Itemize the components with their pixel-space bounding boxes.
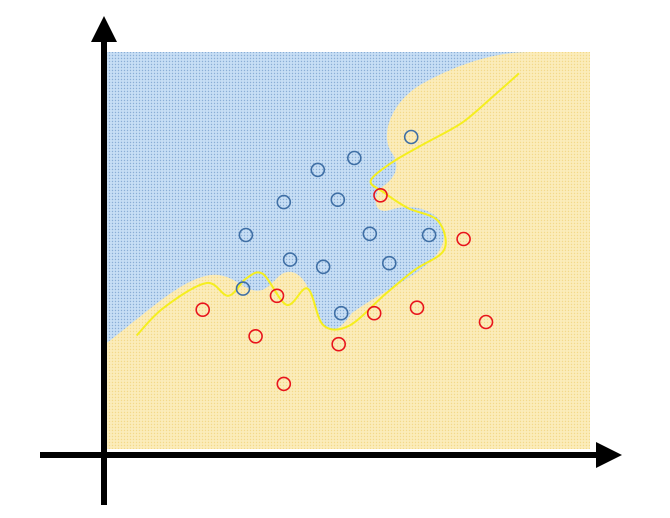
blue-data-point-13 (333, 305, 349, 321)
blue-data-point-9 (282, 252, 298, 267)
blue-data-point-8 (421, 227, 437, 243)
red-data-point-3 (269, 288, 285, 304)
x-axis-arrowhead (596, 442, 622, 468)
blue-data-point-2 (310, 162, 326, 178)
blue-data-point-7 (362, 226, 378, 242)
red-data-point-6 (409, 300, 425, 316)
blue-data-point-3 (346, 150, 362, 166)
red-data-point-7 (478, 314, 494, 330)
red-data-point-9 (331, 336, 347, 352)
blue-data-point-6 (238, 227, 254, 243)
red-data-point-2 (456, 231, 471, 247)
red-data-point-4 (195, 302, 210, 318)
blue-data-point-12 (235, 281, 251, 296)
blue-data-point-4 (276, 194, 292, 210)
blue-data-point-11 (381, 255, 397, 271)
blue-data-point-10 (315, 259, 331, 275)
red-data-point-1 (373, 188, 388, 203)
red-data-point-8 (248, 328, 263, 344)
y-axis-arrowhead (91, 16, 117, 42)
red-data-point-10 (276, 376, 292, 392)
blue-data-point-5 (330, 192, 346, 207)
blue-data-point-1 (403, 129, 419, 145)
decision-boundary-line (135, 72, 520, 337)
yellow-region (104, 52, 590, 449)
marks-layer (135, 72, 520, 392)
red-data-point-5 (366, 305, 382, 321)
